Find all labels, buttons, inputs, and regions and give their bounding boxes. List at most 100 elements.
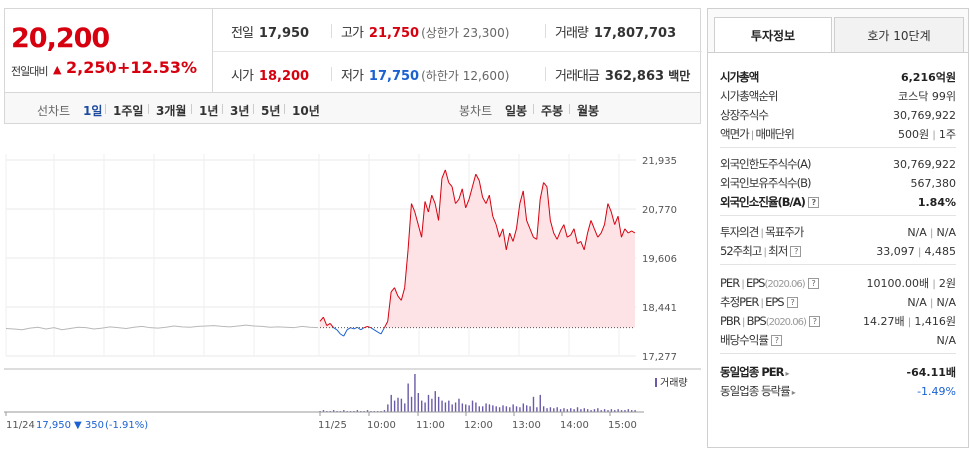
price-line-segment — [482, 197, 487, 204]
price-line-segment — [522, 190, 528, 221]
x-tick-label: 15:00 — [608, 420, 637, 431]
price-line-segment — [438, 178, 443, 221]
help-icon[interactable]: ? — [807, 278, 819, 289]
volume-bar — [400, 398, 403, 412]
volume-bar — [458, 398, 460, 412]
tab-order-book[interactable]: 호가 10단계 — [834, 17, 964, 53]
week52-row: 52주최고 | 최저? 33,097 | 4,485 — [720, 244, 956, 258]
price-line-segment — [421, 201, 426, 238]
price-line-segment — [610, 211, 616, 225]
volume-bar — [634, 410, 636, 412]
prev-day-pct: (-1.91%) — [105, 420, 148, 431]
price-line-segment — [424, 201, 429, 213]
price-line-segment — [326, 323, 331, 327]
volume-bar — [390, 394, 392, 412]
tab-investment-info[interactable]: 투자정보 — [714, 17, 832, 53]
foreign-ratio-row: 외국인소진율(B/A)? 1.84% — [720, 195, 956, 209]
price-area-fill — [320, 169, 635, 328]
help-icon[interactable]: ? — [786, 297, 798, 308]
tab-daily-candle[interactable]: 일봉 — [505, 104, 528, 118]
volume-bar — [627, 409, 630, 412]
help-icon[interactable]: ? — [770, 335, 782, 346]
volume: 거래량 17,807,703 — [555, 26, 677, 41]
volume-bar — [532, 396, 535, 412]
x-tick-label: 14:00 — [560, 420, 589, 431]
price-line-segment — [451, 186, 456, 204]
volume-bar — [322, 410, 325, 412]
volume-bar — [481, 406, 484, 412]
volume-bar — [498, 407, 501, 412]
tab-monthly-candle[interactable]: 월봉 — [577, 104, 600, 118]
sector-per-row[interactable]: 동일업종 PER ▸ -64.11배 — [720, 365, 956, 379]
help-icon[interactable]: ? — [790, 246, 802, 257]
price-line-segment — [488, 195, 494, 217]
market-cap-row: 시가총액 6,216억원 — [720, 70, 956, 84]
tab-5year[interactable]: 5년 — [261, 104, 281, 118]
price-line-segment — [322, 316, 328, 326]
price-line-segment — [458, 188, 463, 200]
sector-rate-row[interactable]: 동일업종 등락률 ▸ -1.49% — [720, 384, 956, 398]
volume-bar — [526, 405, 528, 412]
change-percent: +12.53% — [117, 58, 198, 77]
tab-3year[interactable]: 3년 — [230, 104, 250, 118]
price-chart: 21,935 20,770 19,606 18,441 17,277 11/25 10:0… — [4, 124, 701, 450]
volume-bar — [414, 374, 416, 412]
tab-1year[interactable]: 1년 — [199, 104, 219, 118]
price-line-segment — [343, 329, 348, 337]
volume-bar — [624, 410, 626, 412]
volume-bar — [332, 410, 335, 412]
price-line-segment — [319, 316, 324, 322]
volume-bar — [542, 406, 545, 412]
price-line-segment — [492, 215, 497, 225]
volume-bar — [356, 410, 359, 412]
volume-bar — [451, 404, 453, 412]
price-line-segment — [580, 241, 585, 251]
tab-1day[interactable]: 1일 — [83, 104, 103, 118]
price-line-segment — [604, 203, 609, 225]
volume-bar — [434, 391, 436, 412]
price-line-segment — [431, 194, 436, 204]
price-line-segment — [478, 180, 484, 198]
tab-3month[interactable]: 3개월 — [156, 104, 187, 118]
price-line-segment — [560, 224, 565, 232]
price-line-segment — [448, 182, 453, 188]
volume-bar — [492, 405, 494, 412]
price-line-segment — [414, 211, 419, 225]
price-line-segment — [533, 236, 538, 240]
price-line-segment — [461, 188, 467, 208]
volume-bar — [631, 410, 633, 412]
price-line-segment — [519, 190, 524, 204]
y-tick-label: 19,606 — [642, 254, 677, 265]
volume-bar — [573, 409, 575, 412]
price-line-segment — [515, 203, 521, 229]
price-line-segment — [617, 216, 622, 238]
volume-bar — [600, 410, 602, 412]
cap-rank-row: 시가총액순위 코스닥 99위 — [720, 89, 956, 103]
volume-bar — [549, 407, 552, 412]
price-line-segment — [387, 291, 392, 322]
price-line-segment — [495, 224, 500, 238]
volume-bar — [417, 393, 420, 412]
low-price: 저가 17,750 (하한가 12,600) — [341, 69, 510, 84]
high-price: 고가 21,750 (상한가 23,300) — [341, 26, 510, 41]
help-icon[interactable]: ? — [808, 316, 820, 327]
volume-bar — [424, 402, 426, 412]
help-icon[interactable]: ? — [807, 197, 819, 208]
prev-day-line — [5, 324, 319, 331]
price-line-segment — [441, 169, 446, 179]
tab-1week[interactable]: 1주일 — [113, 104, 144, 118]
volume-bar — [614, 410, 616, 412]
y-tick-label: 20,770 — [642, 205, 677, 216]
chart-period-tabs: 선차트 1일 1주일 3개월 1년 3년 5년 10년 봉차트 일봉 주봉 월봉 — [4, 92, 701, 124]
tab-weekly-candle[interactable]: 주봉 — [541, 104, 564, 118]
price-line-segment — [410, 203, 416, 213]
y-tick-label: 18,441 — [642, 303, 677, 314]
x-tick-label: 10:00 — [367, 420, 396, 431]
price-line-segment — [563, 224, 568, 238]
tab-10year[interactable]: 10년 — [292, 104, 320, 118]
price-line-segment — [536, 199, 541, 240]
price-line-segment — [583, 232, 589, 250]
price-line-segment — [367, 325, 371, 329]
price-line-segment — [397, 295, 402, 301]
price-line-segment — [607, 203, 612, 213]
